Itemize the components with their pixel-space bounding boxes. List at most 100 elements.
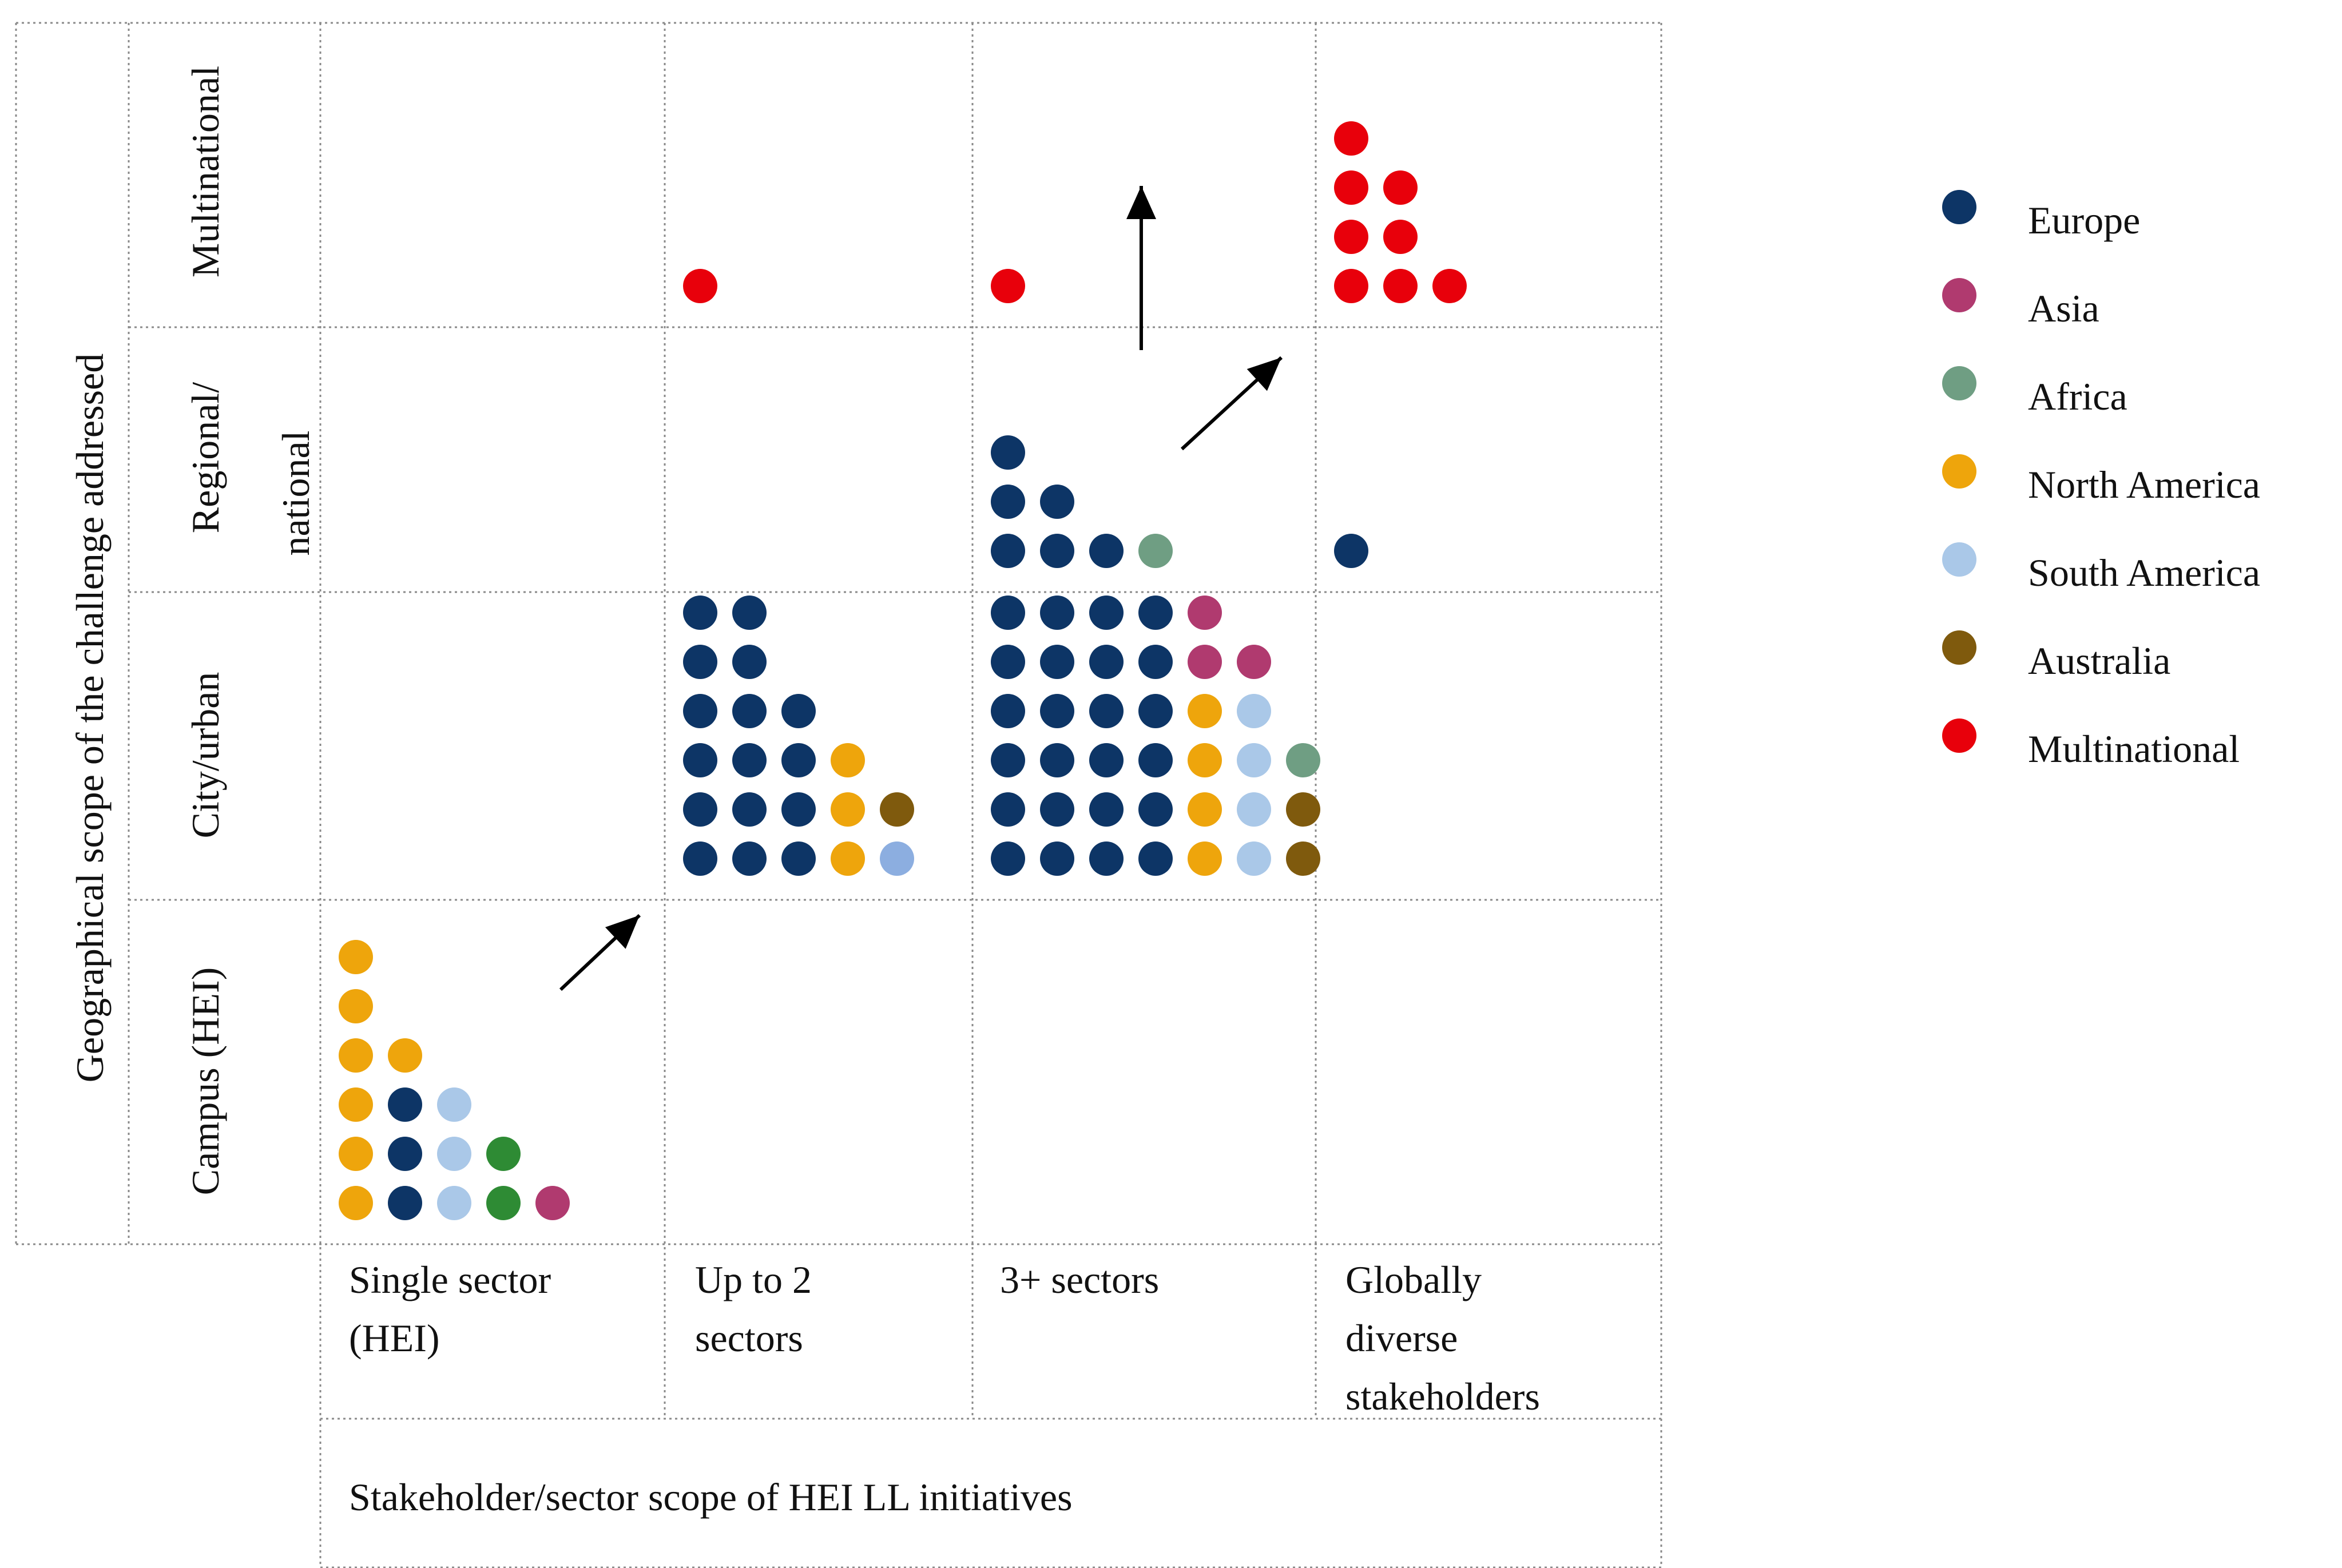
col-label-single-line2: (HEI)	[349, 1316, 440, 1360]
grid-lines	[15, 22, 1662, 1568]
dot-regional-three-europe	[991, 534, 1025, 568]
dot-city-two-europe	[683, 743, 717, 777]
arrow-campus-to-city	[559, 914, 641, 991]
dot-city-three-australia	[1286, 841, 1320, 876]
legend-swatch-south-america	[1942, 542, 1976, 577]
trend-arrows	[559, 186, 1283, 991]
dot-city-two-europe	[683, 596, 717, 630]
dot-city-three-europe	[1089, 743, 1124, 777]
x-axis-title: Stakeholder/sector scope of HEI LL initi…	[349, 1475, 1073, 1519]
dot-city-three-south-america	[1237, 743, 1271, 777]
legend-label-multinational: Multinational	[2028, 727, 2240, 771]
dot-city-three-north-america	[1188, 743, 1222, 777]
legend-label-europe: Europe	[2028, 199, 2140, 242]
dot-city-two-light-blue-alt	[880, 841, 914, 876]
row-label-regional-line2: national	[274, 430, 317, 555]
dot-city-two-europe	[781, 792, 816, 827]
legend-label-africa: Africa	[2028, 375, 2127, 418]
dot-campus-single-north-america	[388, 1038, 422, 1073]
dot-city-three-europe	[991, 841, 1025, 876]
dot-campus-single-north-america	[339, 940, 373, 974]
dot-city-three-asia	[1188, 645, 1222, 679]
dot-city-three-europe	[1138, 743, 1173, 777]
dot-city-two-europe	[781, 694, 816, 728]
dot-regional-three-europe	[1040, 485, 1074, 519]
col-label-two-line1: Up to 2	[695, 1258, 812, 1301]
arrow-regional-to-multinational	[1126, 186, 1156, 350]
dot-multinational-global-multinational	[1334, 170, 1368, 205]
dot-city-three-south-america	[1237, 841, 1271, 876]
legend-swatch-asia	[1942, 278, 1976, 312]
dot-city-three-europe	[1040, 596, 1074, 630]
dot-campus-single-europe	[388, 1087, 422, 1122]
dot-city-three-south-america	[1237, 694, 1271, 728]
dot-city-three-europe	[1089, 645, 1124, 679]
dot-city-three-europe	[1040, 694, 1074, 728]
dot-city-two-europe	[683, 792, 717, 827]
dot-campus-single-south-america	[437, 1186, 471, 1220]
arrow-regional-to-global	[1180, 356, 1283, 451]
dot-regional-three-africa	[1138, 534, 1173, 568]
dot-regional-three-europe	[991, 435, 1025, 470]
dot-city-two-north-america	[831, 792, 865, 827]
dot-city-two-europe	[683, 645, 717, 679]
dot-campus-single-europe	[388, 1137, 422, 1171]
dot-city-three-north-america	[1188, 792, 1222, 827]
dot-city-two-europe	[781, 841, 816, 876]
dot-city-two-europe	[732, 645, 767, 679]
col-label-global-line2: diverse	[1345, 1316, 1458, 1360]
dot-regional-three-europe	[1040, 534, 1074, 568]
dot-city-three-north-america	[1188, 694, 1222, 728]
dot-multinational-global-multinational	[1432, 269, 1467, 303]
dot-city-three-europe	[991, 694, 1025, 728]
dot-city-two-north-america	[831, 841, 865, 876]
dot-city-three-europe	[991, 596, 1025, 630]
y-axis-title: Geographical scope of the challenge addr…	[68, 354, 112, 1082]
dot-city-three-asia	[1188, 596, 1222, 630]
dot-city-two-europe	[683, 841, 717, 876]
dot-city-two-europe	[732, 792, 767, 827]
dot-city-two-europe	[781, 743, 816, 777]
dot-city-three-europe	[1089, 841, 1124, 876]
dot-city-three-australia	[1286, 792, 1320, 827]
dot-campus-single-north-america	[339, 1087, 373, 1122]
dot-city-three-south-america	[1237, 792, 1271, 827]
dot-campus-single-north-america	[339, 1038, 373, 1073]
dot-city-three-europe	[1138, 694, 1173, 728]
dot-campus-single-europe	[388, 1186, 422, 1220]
dot-campus-single-other-green	[486, 1137, 521, 1171]
dot-city-three-europe	[1089, 596, 1124, 630]
dot-multinational-global-multinational	[1334, 220, 1368, 254]
col-label-three-line1: 3+ sectors	[1000, 1258, 1159, 1301]
row-label-multinational: Multinational	[184, 66, 227, 277]
legend-swatch-africa	[1942, 366, 1976, 400]
dot-city-two-north-america	[831, 743, 865, 777]
row-label-regional-line1: Regional/	[184, 382, 227, 534]
dot-city-three-europe	[1040, 841, 1074, 876]
col-label-global-line1: Globally	[1345, 1258, 1482, 1301]
col-label-two-line2: sectors	[695, 1316, 803, 1360]
dot-multinational-two-multinational	[683, 269, 717, 303]
dot-city-three-europe	[1040, 645, 1074, 679]
dot-campus-single-asia	[535, 1186, 570, 1220]
dot-city-three-europe	[1138, 596, 1173, 630]
dot-campus-single-other-green	[486, 1186, 521, 1220]
legend: Europe Asia Africa North America South A…	[1942, 190, 2260, 771]
legend-label-north-america: North America	[2028, 463, 2260, 506]
dot-campus-single-north-america	[339, 989, 373, 1023]
dot-multinational-three-multinational	[991, 269, 1025, 303]
dot-city-three-europe	[1138, 645, 1173, 679]
dot-city-two-europe	[732, 694, 767, 728]
col-label-single-line1: Single sector	[349, 1258, 551, 1301]
legend-swatch-australia	[1942, 630, 1976, 665]
row-label-campus: Campus (HEI)	[184, 967, 227, 1195]
legend-label-australia: Australia	[2028, 639, 2170, 682]
dot-city-two-europe	[732, 743, 767, 777]
dot-city-three-asia	[1237, 645, 1271, 679]
legend-swatch-north-america	[1942, 454, 1976, 489]
legend-swatch-europe	[1942, 190, 1976, 224]
dot-city-two-europe	[683, 694, 717, 728]
dot-regional-three-europe	[1089, 534, 1124, 568]
dot-city-two-europe	[732, 596, 767, 630]
